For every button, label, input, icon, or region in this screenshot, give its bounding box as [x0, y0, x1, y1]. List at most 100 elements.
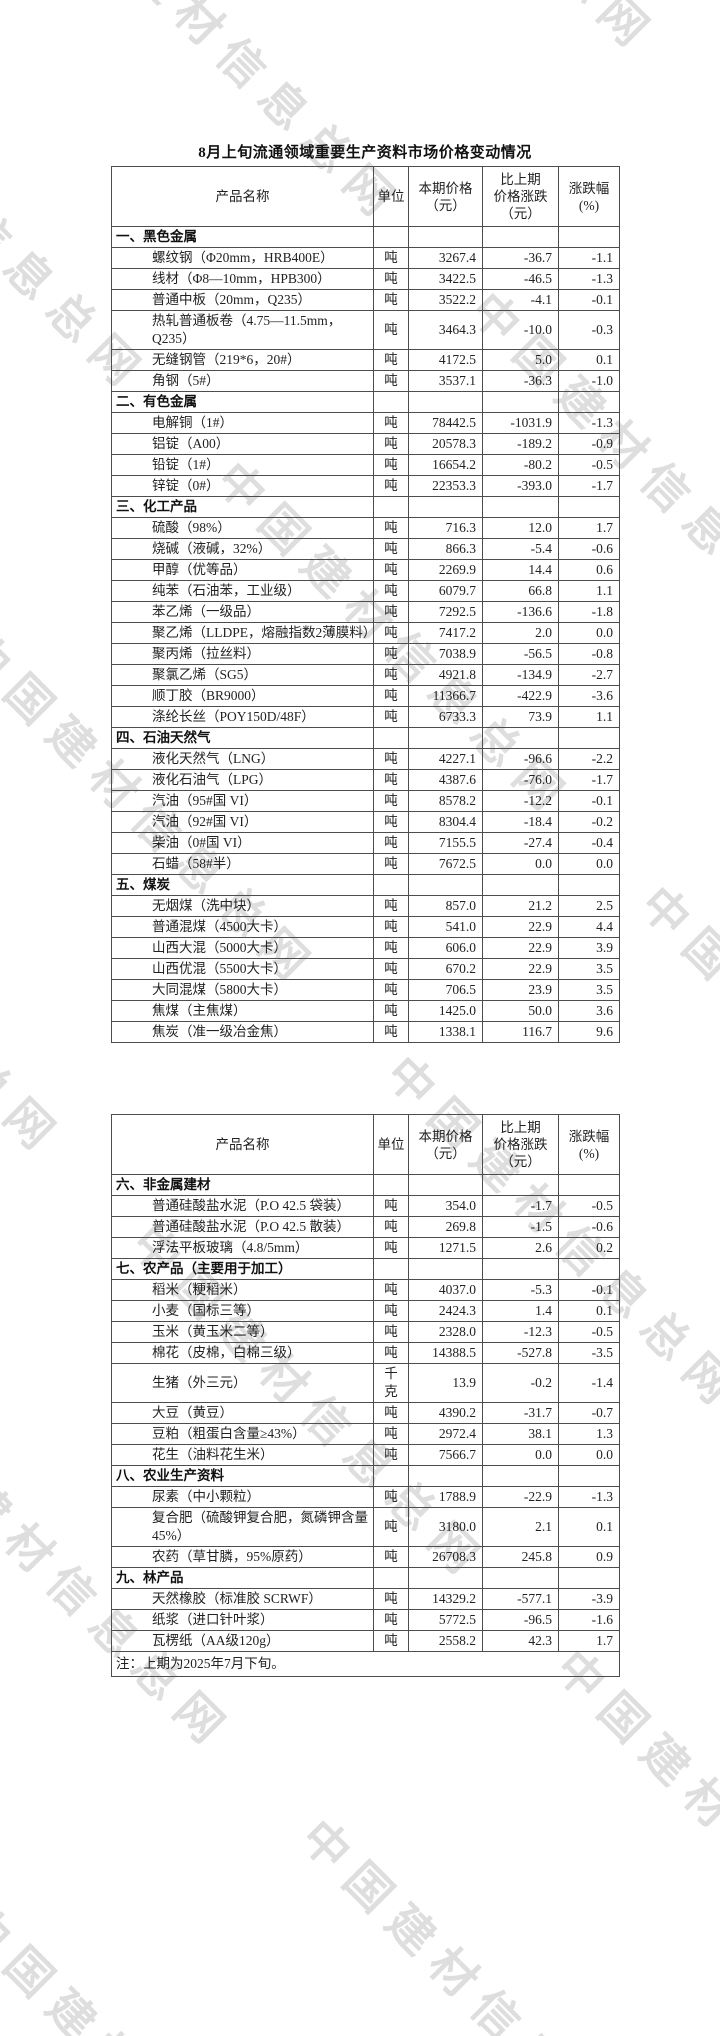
empty-cell [482, 391, 559, 413]
pct-cell: -0.4 [558, 832, 620, 854]
product-name-cell: 热轧普通板卷（4.75—11.5mm，Q235） [111, 310, 374, 350]
change-cell: 0.0 [482, 853, 559, 875]
price-cell: 7566.7 [408, 1444, 483, 1466]
unit-cell: 吨 [373, 559, 409, 581]
table-row: 普通硅酸盐水泥（P.O 42.5 袋装）吨 354.0 -1.7 -0.5 [111, 1195, 620, 1217]
unit-cell: 吨 [373, 1000, 409, 1022]
empty-cell [558, 496, 620, 518]
price-cell: 7417.2 [408, 622, 483, 644]
table-row: 纯苯（石油苯，工业级）吨 6079.7 66.8 1.1 [111, 580, 620, 602]
unit-cell: 吨 [373, 790, 409, 812]
product-name-cell: 无烟煤（洗中块） [111, 895, 374, 917]
change-cell: -1031.9 [482, 412, 559, 434]
product-name-cell: 无缝钢管（219*6，20#） [111, 349, 374, 371]
table-row: 棉花（皮棉，白棉三级）吨 14388.5 -527.8 -3.5 [111, 1342, 620, 1364]
pct-cell: -0.1 [558, 1279, 620, 1301]
section-row: 七、农产品（主要用于加工） [111, 1258, 620, 1280]
column-header: 比上期 价格涨跌 （元） [482, 166, 559, 227]
unit-cell: 吨 [373, 1609, 409, 1631]
change-cell: -0.2 [482, 1363, 559, 1403]
unit-cell: 吨 [373, 475, 409, 497]
change-cell: 22.9 [482, 937, 559, 959]
unit-cell: 吨 [373, 1216, 409, 1238]
price-table-2: 产品名称 单位 本期价格 （元） 比上期 价格涨跌 （元） 涨跌幅 (%) 六、非金属建材… [111, 1114, 620, 1677]
unit-cell: 吨 [373, 1195, 409, 1217]
unit-cell: 吨 [373, 247, 409, 269]
unit-cell: 吨 [373, 349, 409, 371]
table-row: 无烟煤（洗中块）吨 857.0 21.2 2.5 [111, 895, 620, 917]
price-cell: 1788.9 [408, 1486, 483, 1508]
unit-cell: 吨 [373, 1402, 409, 1424]
table-row: 豆粕（粗蛋白含量≥43%）吨 2972.4 38.1 1.3 [111, 1423, 620, 1445]
table-row: 甲醇（优等品）吨 2269.9 14.4 0.6 [111, 559, 620, 581]
empty-cell [558, 1567, 620, 1589]
pct-cell: 0.2 [558, 1237, 620, 1259]
product-name-cell: 甲醇（优等品） [111, 559, 374, 581]
change-cell: 22.9 [482, 958, 559, 980]
empty-cell [558, 727, 620, 749]
pct-cell: 0.6 [558, 559, 620, 581]
pct-cell: -0.1 [558, 289, 620, 311]
price-cell: 354.0 [408, 1195, 483, 1217]
section-label: 六、非金属建材 [111, 1174, 374, 1196]
price-cell: 857.0 [408, 895, 483, 917]
price-cell: 670.2 [408, 958, 483, 980]
section-row: 八、农业生产资料 [111, 1465, 620, 1487]
change-cell: -36.3 [482, 370, 559, 392]
table-row: 稻米（粳稻米）吨 4037.0 -5.3 -0.1 [111, 1279, 620, 1301]
unit-cell: 吨 [373, 832, 409, 854]
empty-cell [482, 496, 559, 518]
section-row: 四、石油天然气 [111, 727, 620, 749]
product-name-cell: 复合肥（硫酸钾复合肥，氮磷钾含量45%） [111, 1507, 374, 1547]
section-label: 九、林产品 [111, 1567, 374, 1589]
change-cell: 0.0 [482, 1444, 559, 1466]
change-cell: -189.2 [482, 433, 559, 455]
unit-cell: 吨 [373, 1630, 409, 1652]
column-header: 产品名称 [111, 166, 374, 227]
table-row: 铅锭（1#）吨 16654.2 -80.2 -0.5 [111, 454, 620, 476]
pct-cell: 1.7 [558, 1630, 620, 1652]
section-row: 二、有色金属 [111, 391, 620, 413]
table-row: 浮法平板玻璃（4.8/5mm）吨 1271.5 2.6 0.2 [111, 1237, 620, 1259]
pct-cell: -3.6 [558, 685, 620, 707]
pct-cell: -1.3 [558, 412, 620, 434]
unit-cell: 吨 [373, 769, 409, 791]
price-cell: 866.3 [408, 538, 483, 560]
empty-cell [373, 1174, 409, 1196]
pct-cell: -0.9 [558, 433, 620, 455]
change-cell: 42.3 [482, 1630, 559, 1652]
change-cell: -5.4 [482, 538, 559, 560]
change-cell: 2.1 [482, 1507, 559, 1547]
pct-cell: -3.5 [558, 1342, 620, 1364]
pct-cell: 0.0 [558, 853, 620, 875]
empty-cell [408, 496, 483, 518]
price-cell: 269.8 [408, 1216, 483, 1238]
price-cell: 5772.5 [408, 1609, 483, 1631]
table-row: 汽油（95#国 VI）吨 8578.2 -12.2 -0.1 [111, 790, 620, 812]
price-cell: 4921.8 [408, 664, 483, 686]
unit-cell: 吨 [373, 370, 409, 392]
pct-cell: 3.5 [558, 958, 620, 980]
pct-cell: -0.5 [558, 454, 620, 476]
change-cell: 73.9 [482, 706, 559, 728]
pct-cell: -1.3 [558, 268, 620, 290]
table-row: 普通混煤（4500大卡）吨 541.0 22.9 4.4 [111, 916, 620, 938]
product-name-cell: 瓦楞纸（AA级120g） [111, 1630, 374, 1652]
pct-cell: 1.7 [558, 517, 620, 539]
table-row: 涤纶长丝（POY150D/48F）吨 6733.3 73.9 1.1 [111, 706, 620, 728]
empty-cell [558, 1174, 620, 1196]
pct-cell: -0.2 [558, 811, 620, 833]
pct-cell: 0.1 [558, 349, 620, 371]
table-row: 石蜡（58#半）吨 7672.5 0.0 0.0 [111, 853, 620, 875]
change-cell: 23.9 [482, 979, 559, 1001]
empty-cell [482, 226, 559, 248]
empty-cell [408, 226, 483, 248]
change-cell: 38.1 [482, 1423, 559, 1445]
table-row: 山西优混（5500大卡）吨 670.2 22.9 3.5 [111, 958, 620, 980]
section-row: 五、煤炭 [111, 874, 620, 896]
table-row: 烧碱（液碱，32%）吨 866.3 -5.4 -0.6 [111, 538, 620, 560]
price-cell: 7155.5 [408, 832, 483, 854]
product-name-cell: 角钢（5#） [111, 370, 374, 392]
product-name-cell: 聚乙烯（LLDPE，熔融指数2薄膜料） [111, 622, 376, 644]
